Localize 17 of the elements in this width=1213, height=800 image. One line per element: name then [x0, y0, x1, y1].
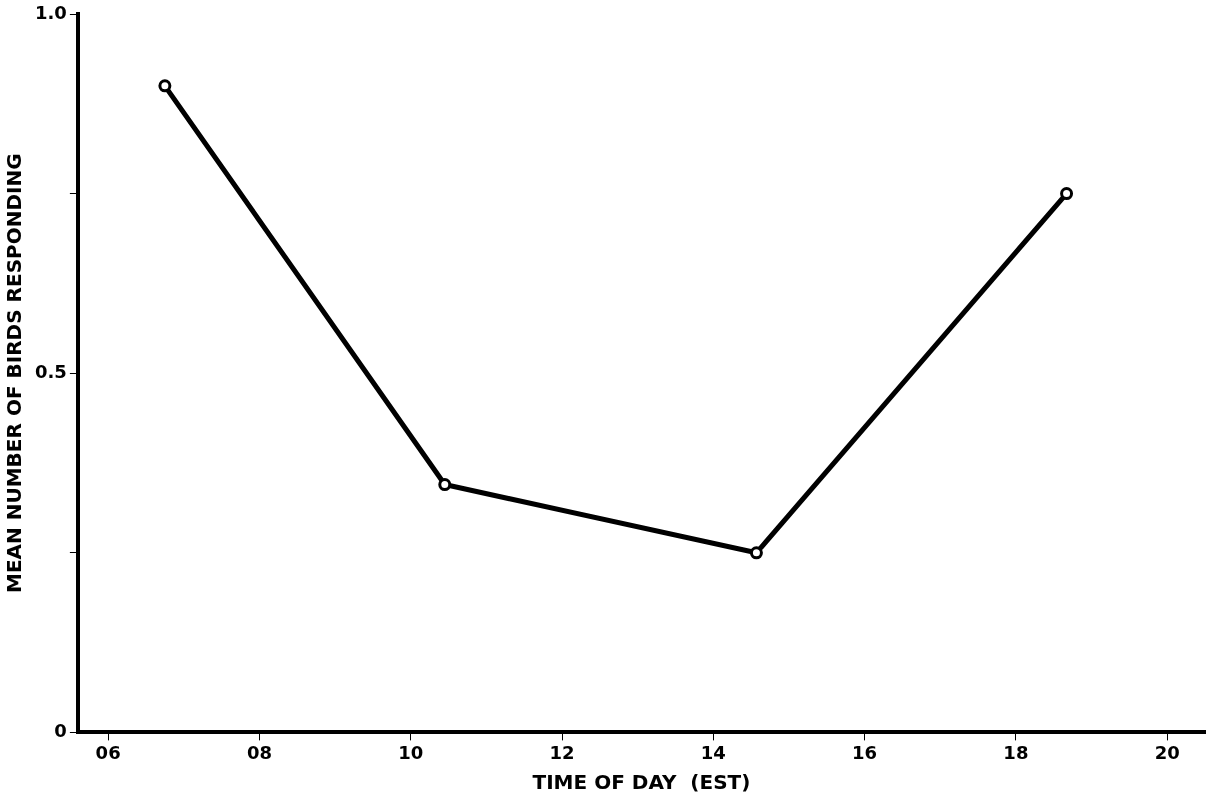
point — [1060, 187, 1074, 201]
x-axis-title: TIME OF DAY (EST) — [532, 770, 751, 795]
y-tick-label: 0.5 — [35, 360, 67, 382]
x-tick-label: 10 — [398, 741, 424, 763]
point — [749, 546, 763, 560]
x-tick-label: 14 — [700, 741, 726, 763]
x-tick-label: 20 — [1154, 741, 1180, 763]
x-tick-label: 06 — [95, 741, 121, 763]
y-tick-label: 1.0 — [35, 1, 67, 23]
y-tick-label: 0 — [54, 720, 67, 742]
y-axis-title: MEAN NUMBER OF BIRDS RESPONDING — [2, 153, 27, 594]
x-tick-label: 16 — [852, 741, 878, 763]
x-tick-label: 08 — [246, 741, 272, 763]
point — [158, 79, 172, 93]
x-tick-label: 18 — [1003, 741, 1029, 763]
x-tick-label: 12 — [549, 741, 575, 763]
point — [438, 478, 452, 492]
